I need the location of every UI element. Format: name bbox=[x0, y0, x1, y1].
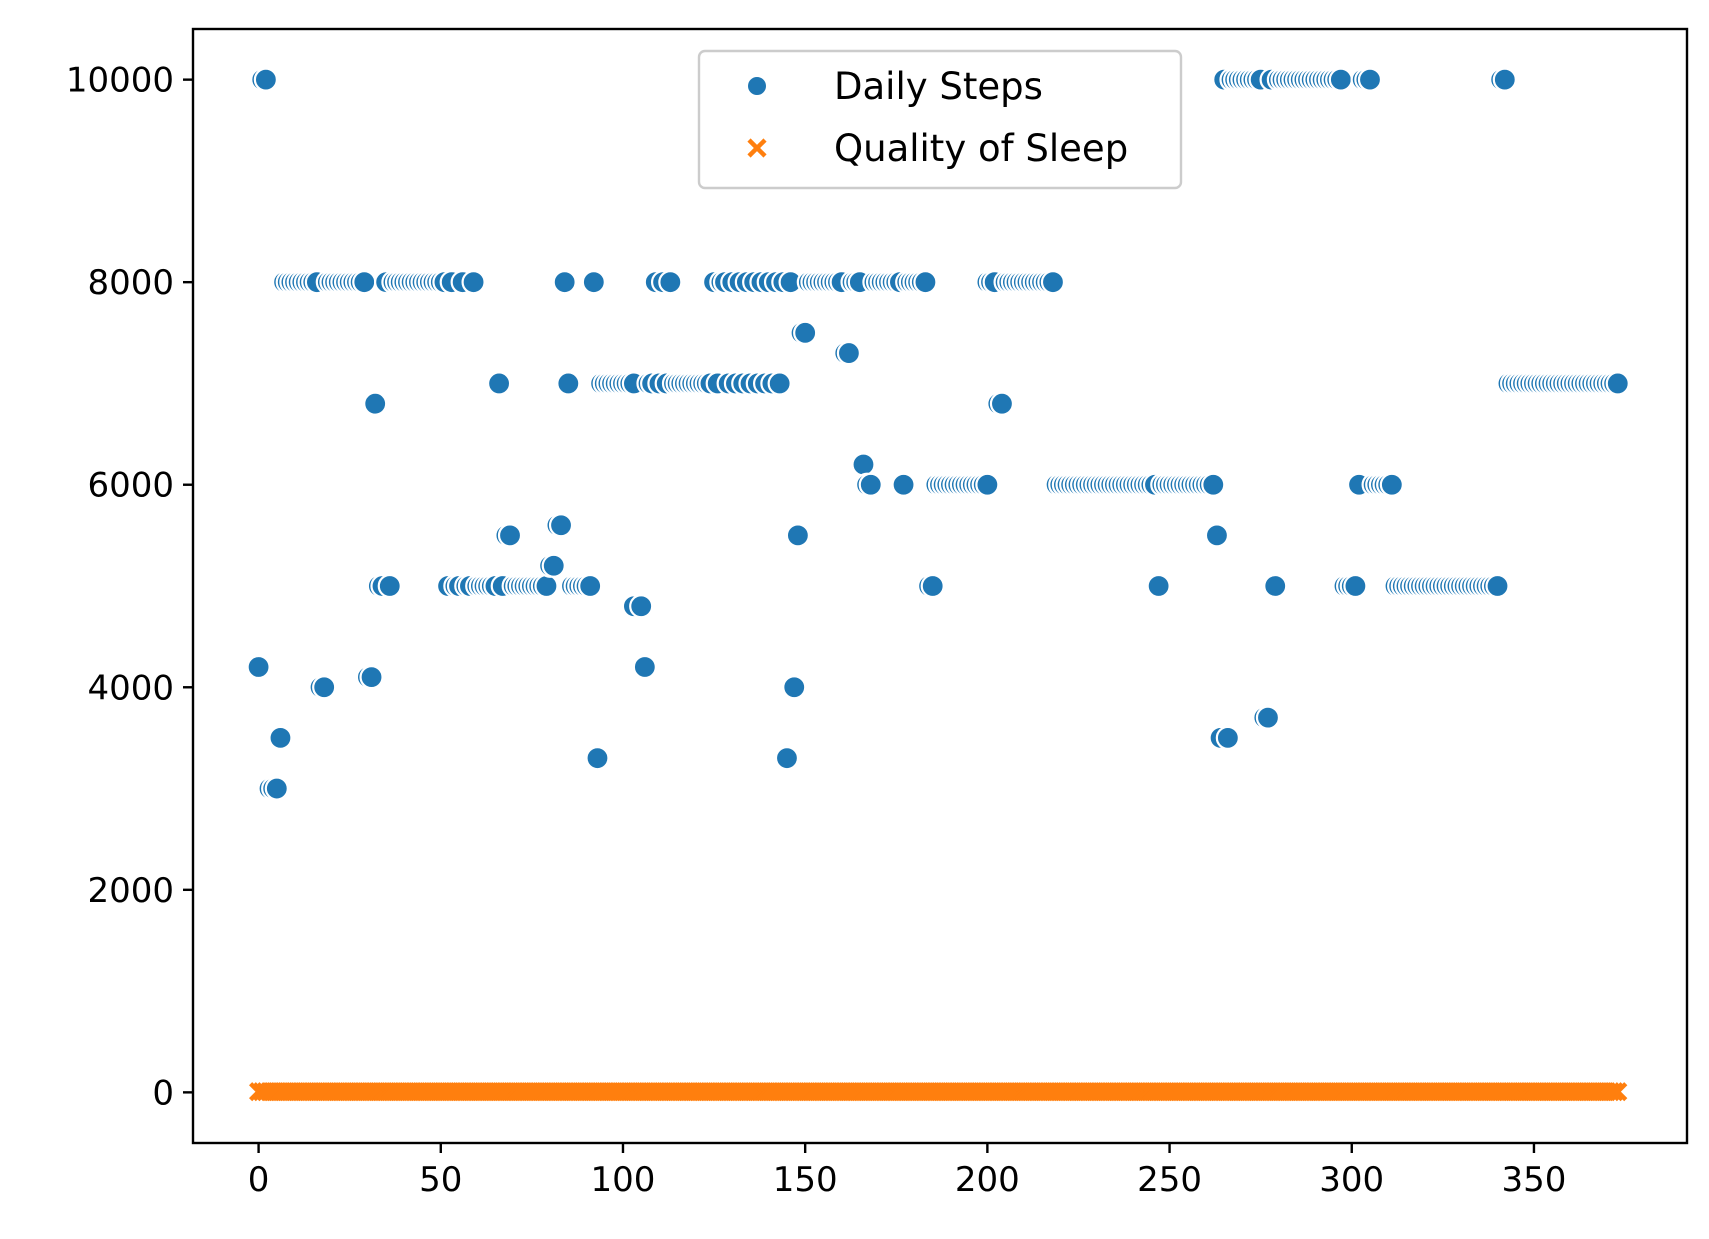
legend-x-marker-icon bbox=[747, 138, 767, 158]
daily-steps-point bbox=[578, 573, 603, 599]
daily-steps-point bbox=[556, 371, 581, 396]
y-tick-label: 6000 bbox=[87, 466, 174, 506]
y-tick-label: 8000 bbox=[87, 263, 174, 303]
y-tick-label: 4000 bbox=[87, 668, 174, 708]
x-tick-label: 150 bbox=[773, 1160, 838, 1200]
daily-steps-point bbox=[1492, 67, 1517, 92]
x-tick-label: 300 bbox=[1319, 1160, 1384, 1200]
daily-steps-point bbox=[629, 594, 654, 619]
daily-steps-point bbox=[920, 573, 945, 599]
daily-steps-point bbox=[836, 340, 862, 366]
daily-steps-point bbox=[312, 675, 337, 700]
plot-area bbox=[246, 67, 1630, 1102]
y-tick-label: 2000 bbox=[87, 871, 174, 911]
daily-steps-point bbox=[1328, 67, 1353, 92]
daily-steps-point bbox=[541, 553, 566, 578]
daily-steps-point bbox=[268, 725, 293, 751]
daily-steps-point bbox=[497, 523, 523, 548]
daily-steps-point bbox=[851, 452, 876, 477]
daily-steps-point bbox=[377, 573, 402, 599]
quality-of-sleep-point bbox=[1600, 1082, 1621, 1102]
legend-label-daily-steps: Daily Steps bbox=[834, 65, 1043, 108]
x-tick-label: 0 bbox=[248, 1160, 270, 1200]
daily-steps-point bbox=[975, 472, 1000, 497]
quality-of-sleep-point bbox=[1604, 1082, 1624, 1102]
daily-steps-point bbox=[1357, 67, 1383, 92]
daily-steps-point bbox=[1485, 573, 1510, 599]
daily-steps-point bbox=[552, 270, 577, 295]
daily-steps-point bbox=[534, 573, 559, 599]
daily-steps-point bbox=[767, 371, 792, 396]
daily-steps-point bbox=[989, 391, 1015, 416]
daily-steps-point bbox=[913, 270, 938, 295]
x-tick-label: 100 bbox=[591, 1160, 656, 1200]
quality-of-sleep-point bbox=[1608, 1082, 1628, 1102]
daily-steps-point bbox=[1263, 573, 1288, 599]
daily-steps-point bbox=[785, 523, 810, 548]
legend-label-quality-of-sleep: Quality of Sleep bbox=[834, 127, 1128, 170]
x-tick-label: 350 bbox=[1502, 1160, 1567, 1200]
daily-steps-point bbox=[1255, 705, 1281, 730]
daily-steps-point bbox=[658, 270, 683, 295]
daily-steps-point bbox=[782, 675, 807, 700]
daily-steps-point bbox=[1379, 472, 1404, 497]
axes-frame bbox=[191, 27, 1689, 1145]
legend: Daily Steps Quality of Sleep bbox=[697, 49, 1183, 190]
daily-steps-point bbox=[581, 270, 606, 295]
daily-steps-point bbox=[359, 665, 384, 690]
daily-steps-point bbox=[1201, 472, 1226, 497]
legend-circle-marker-icon bbox=[746, 75, 768, 97]
daily-steps-point bbox=[585, 746, 610, 771]
daily-steps-point bbox=[461, 270, 486, 295]
daily-steps-point bbox=[1040, 270, 1066, 295]
daily-steps-point bbox=[363, 391, 388, 416]
daily-steps-point bbox=[1605, 371, 1630, 396]
daily-steps-point bbox=[548, 513, 574, 538]
daily-steps-point bbox=[774, 746, 800, 771]
daily-steps-point bbox=[352, 270, 377, 295]
daily-steps-point bbox=[1146, 573, 1171, 599]
daily-steps-point bbox=[253, 67, 278, 92]
x-tick-label: 200 bbox=[955, 1160, 1020, 1200]
daily-steps-point bbox=[1343, 573, 1368, 599]
x-tick-label: 50 bbox=[419, 1160, 462, 1200]
legend-box bbox=[697, 49, 1183, 190]
x-tick-label: 250 bbox=[1137, 1160, 1202, 1200]
daily-steps-point bbox=[1204, 523, 1230, 548]
x-axis: 0 50 100 150 200 250 300 350 bbox=[248, 1143, 1567, 1200]
y-tick-label: 10000 bbox=[66, 61, 174, 101]
daily-steps-point bbox=[486, 371, 512, 396]
daily-steps-point bbox=[793, 320, 818, 345]
daily-steps-point bbox=[858, 472, 883, 497]
daily-steps-point bbox=[891, 472, 916, 497]
daily-steps-point bbox=[1215, 725, 1240, 751]
daily-steps-point bbox=[264, 776, 289, 801]
daily-steps-point bbox=[246, 654, 271, 680]
y-tick-label: 0 bbox=[152, 1073, 174, 1113]
y-axis: 0 2000 4000 6000 8000 10000 bbox=[66, 61, 193, 1113]
daily-steps-point bbox=[632, 654, 657, 680]
